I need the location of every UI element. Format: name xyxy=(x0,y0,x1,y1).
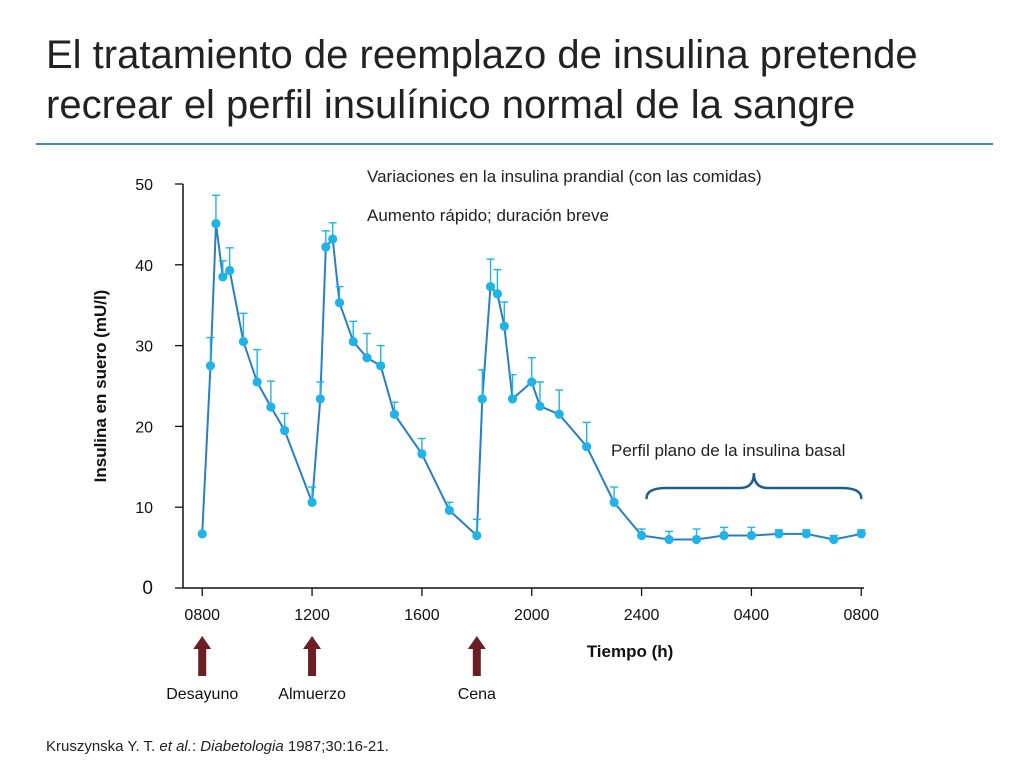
prandial-annotation-line-1: Variaciones en la insulina prandial (con… xyxy=(367,167,762,186)
data-point xyxy=(856,529,866,539)
data-point xyxy=(554,409,564,419)
meal-arrow-icon xyxy=(303,636,322,676)
series-line xyxy=(201,223,862,541)
data-point xyxy=(225,265,235,276)
y-axis-label: Insulina en suero (mU/l) xyxy=(91,290,110,483)
meal-arrow-icon xyxy=(467,636,486,676)
y-tick-label: 20 xyxy=(135,419,153,436)
data-point xyxy=(664,534,674,545)
citation-etal: et al. xyxy=(159,738,192,755)
data-point xyxy=(417,449,427,459)
data-point xyxy=(472,530,482,541)
x-tick-label: 2400 xyxy=(624,607,660,624)
series-group xyxy=(197,194,866,545)
x-tick-label: 0800 xyxy=(843,607,879,624)
data-point xyxy=(499,321,509,331)
x-tick-label: 1600 xyxy=(404,607,440,624)
data-point xyxy=(252,377,262,387)
meal-arrow-icon xyxy=(193,636,212,676)
data-point xyxy=(719,530,729,541)
basal-annotation: Perfil plano de la insulina basal xyxy=(611,441,845,460)
y-tick-label: 40 xyxy=(135,258,153,275)
data-point xyxy=(444,505,454,516)
y-tick-group: 0 10 20 30 40 50 xyxy=(135,177,183,599)
y-tick-label: 0 xyxy=(142,578,153,599)
slide-title: El tratamiento de reemplazo de insulina … xyxy=(46,30,1006,130)
data-point xyxy=(636,530,647,541)
slide-title-line-2: recrear el perfil insulínico normal de l… xyxy=(46,83,856,127)
data-point xyxy=(321,242,331,252)
data-point xyxy=(801,529,811,539)
data-point xyxy=(334,298,345,308)
data-point xyxy=(328,234,338,244)
title-divider xyxy=(36,143,993,145)
citation-journal: Diabetologia xyxy=(200,738,284,755)
data-point xyxy=(238,336,249,347)
data-point xyxy=(582,442,592,452)
data-point xyxy=(197,529,207,539)
x-tick-label: 0800 xyxy=(184,607,220,624)
data-point xyxy=(315,394,325,404)
data-point xyxy=(205,361,216,371)
meal-markers: Desayuno Almuerzo Cena xyxy=(166,636,496,703)
data-point xyxy=(774,529,784,539)
citation-details: 1987;30:16-21. xyxy=(283,738,389,755)
data-point xyxy=(485,282,496,292)
meal-label: Almuerzo xyxy=(278,686,346,703)
x-axis-label: Tiempo (h) xyxy=(587,642,674,661)
data-point xyxy=(389,409,400,419)
data-point xyxy=(746,530,757,541)
meal-label: Cena xyxy=(458,686,496,703)
data-point xyxy=(348,336,358,347)
data-point xyxy=(527,377,537,387)
slide-title-line-1: El tratamiento de reemplazo de insulina … xyxy=(46,33,918,77)
y-tick-label: 50 xyxy=(135,177,153,194)
prandial-annotation-line-2: Aumento rápido; duración breve xyxy=(367,206,609,225)
data-point xyxy=(507,394,518,404)
data-point xyxy=(280,425,290,436)
data-point xyxy=(609,497,619,507)
data-point xyxy=(362,353,372,363)
x-tick-label: 1200 xyxy=(294,607,330,624)
x-tick-group: 0800 1200 1600 2000 2400 0400 0800 xyxy=(184,588,879,624)
data-point xyxy=(211,218,221,229)
citation: Kruszynska Y. T. et al.: Diabetologia 19… xyxy=(46,738,389,755)
axes-group: 0 10 20 30 40 50 0800 1200 1600 2000 2400 0400 0800 xyxy=(135,177,879,624)
data-point xyxy=(535,401,545,411)
x-tick-label: 0400 xyxy=(734,607,770,624)
x-tick-label: 2000 xyxy=(514,607,550,624)
data-point xyxy=(307,497,317,507)
y-tick-label: 30 xyxy=(135,339,153,356)
data-point xyxy=(691,534,702,545)
data-point xyxy=(218,272,228,282)
y-tick-label: 10 xyxy=(135,500,153,517)
basal-brace xyxy=(645,472,863,500)
data-point xyxy=(492,289,503,299)
citation-separator: : xyxy=(191,738,201,755)
data-point xyxy=(376,361,386,371)
data-point xyxy=(829,534,839,545)
meal-label: Desayuno xyxy=(166,686,238,703)
data-point xyxy=(266,402,276,412)
citation-authors: Kruszynska Y. T. xyxy=(46,738,160,755)
data-point xyxy=(477,394,487,404)
